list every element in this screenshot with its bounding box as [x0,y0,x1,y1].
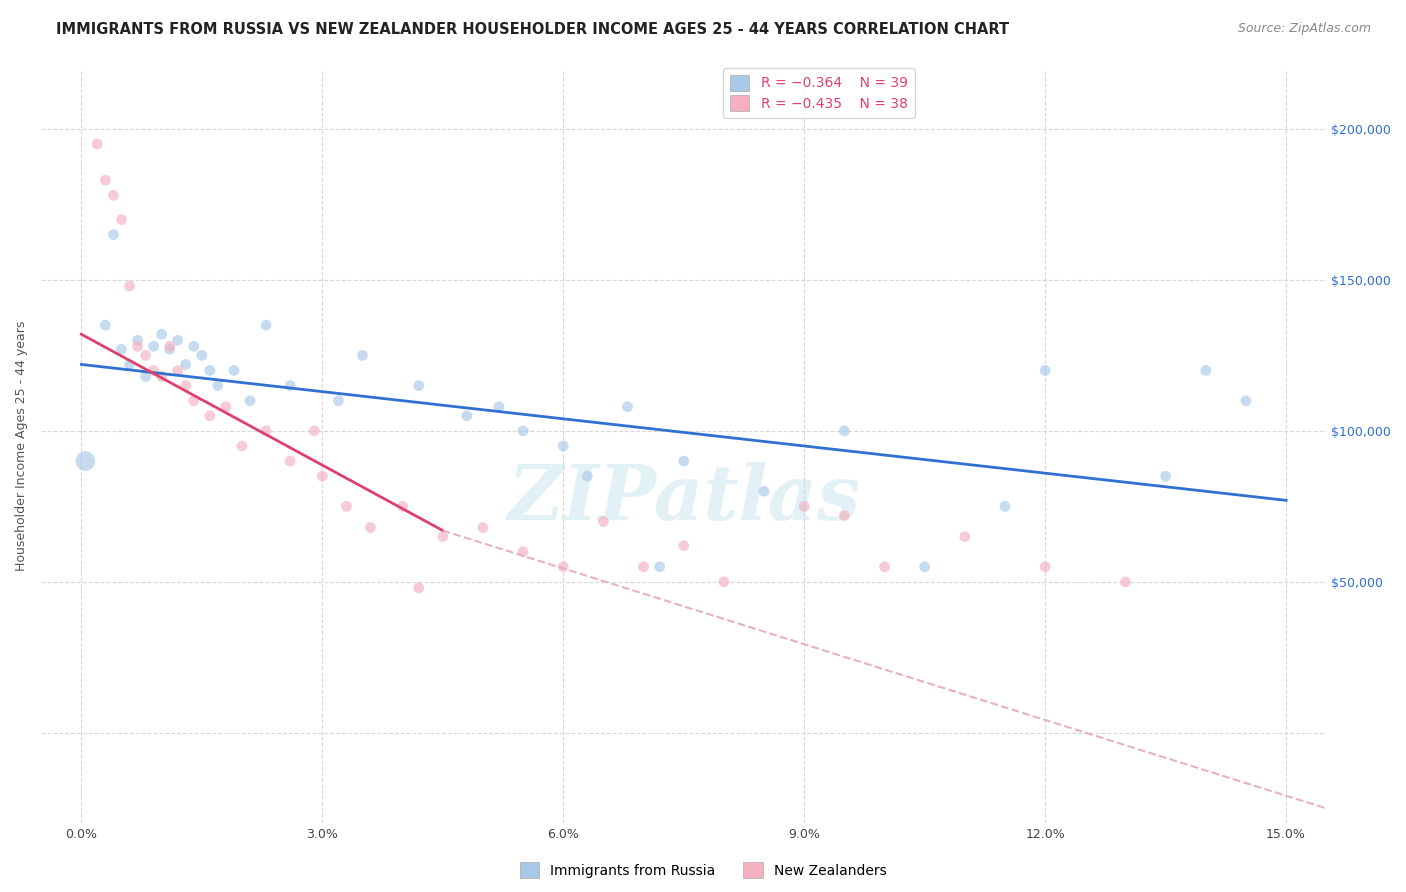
Point [311,469,333,483]
Point [512,544,534,558]
Point [335,500,357,514]
Point [174,358,197,372]
Point [166,334,188,348]
Point [127,339,149,353]
Point [142,339,165,353]
Point [198,363,221,377]
Point [408,581,430,595]
Point [648,559,671,574]
Legend: R = −0.364    N = 39, R = −0.435    N = 38: R = −0.364 N = 39, R = −0.435 N = 38 [723,68,914,118]
Point [94,173,117,187]
Point [1033,559,1056,574]
Point [75,454,97,468]
Point [174,378,197,392]
Point [834,508,856,523]
Point [166,363,188,377]
Point [142,363,165,377]
Point [1154,469,1177,483]
Point [1195,363,1218,377]
Point [278,454,301,468]
Text: ZIPatlas: ZIPatlas [508,462,860,536]
Point [994,500,1017,514]
Point [352,348,374,362]
Text: IMMIGRANTS FROM RUSSIA VS NEW ZEALANDER HOUSEHOLDER INCOME AGES 25 - 44 YEARS CO: IMMIGRANTS FROM RUSSIA VS NEW ZEALANDER … [56,22,1010,37]
Point [616,400,638,414]
Point [231,439,253,453]
Point [672,454,695,468]
Point [183,393,205,408]
Point [304,424,326,438]
Point [471,520,494,534]
Point [391,500,413,514]
Point [553,439,575,453]
Point [456,409,478,423]
Point [110,343,132,357]
Point [254,318,277,333]
Point [793,500,815,514]
Point [834,424,856,438]
Point [408,378,430,392]
Point [94,318,117,333]
Point [873,559,896,574]
Legend: Immigrants from Russia, New Zealanders: Immigrants from Russia, New Zealanders [513,855,893,885]
Point [159,343,181,357]
Point [672,539,695,553]
Point [135,348,157,362]
Point [215,400,238,414]
Point [198,409,221,423]
Point [118,358,141,372]
Point [432,530,454,544]
Point [278,378,301,392]
Point [86,136,108,151]
Point [553,559,575,574]
Point [254,424,277,438]
Point [118,279,141,293]
Point [127,334,149,348]
Point [183,339,205,353]
Point [150,327,173,342]
Point [360,520,382,534]
Point [713,574,735,589]
Point [592,515,614,529]
Point [191,348,214,362]
Point [752,484,775,499]
Text: Source: ZipAtlas.com: Source: ZipAtlas.com [1237,22,1371,36]
Point [222,363,245,377]
Point [914,559,936,574]
Point [135,369,157,384]
Point [103,227,125,242]
Point [150,369,173,384]
Point [576,469,599,483]
Point [1114,574,1136,589]
Point [1234,393,1257,408]
Point [488,400,510,414]
Point [328,393,350,408]
Point [1033,363,1056,377]
Point [110,212,132,227]
Point [207,378,229,392]
Point [239,393,262,408]
Point [103,188,125,202]
Point [512,424,534,438]
Point [633,559,655,574]
Point [159,339,181,353]
Point [953,530,976,544]
Y-axis label: Householder Income Ages 25 - 44 years: Householder Income Ages 25 - 44 years [15,321,28,571]
